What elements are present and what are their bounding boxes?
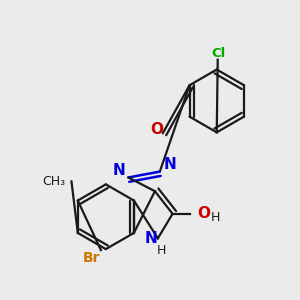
Text: Br: Br	[82, 251, 100, 265]
Text: H: H	[157, 244, 167, 256]
Text: N: N	[112, 163, 125, 178]
Text: CH₃: CH₃	[42, 175, 65, 188]
Text: H: H	[211, 211, 220, 224]
Text: Cl: Cl	[212, 47, 226, 60]
Text: N: N	[145, 231, 158, 246]
Text: O: O	[150, 122, 164, 137]
Text: N: N	[163, 157, 176, 172]
Text: O: O	[197, 206, 211, 221]
